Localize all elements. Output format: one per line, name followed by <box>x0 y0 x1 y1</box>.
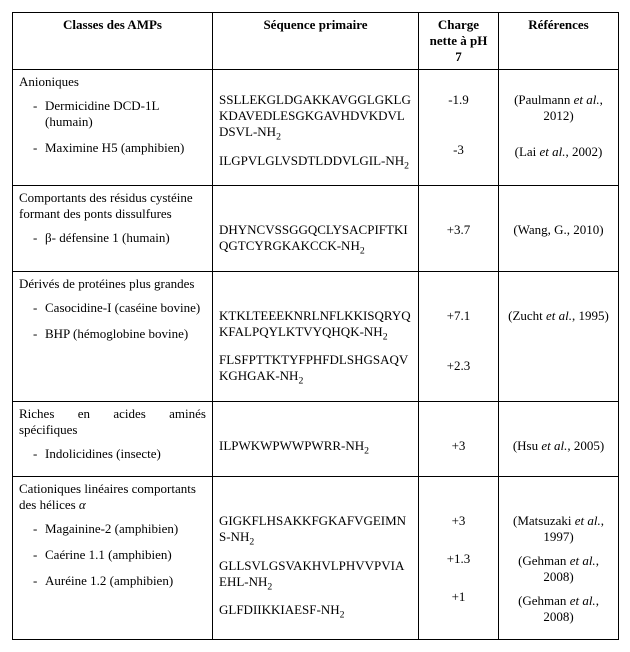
item-list: Dermicidine DCD-1L (humain) Maximine H5 (… <box>19 98 206 156</box>
sequence-cell: GIGKFLHSAKKFGKAFVGEIMNS-NH2 GLLSVLGSVAKHV… <box>213 476 419 639</box>
class-cell: Cationiques linéaires comportants des hé… <box>13 476 213 639</box>
charge-value: +3 <box>425 513 492 529</box>
charge-cell: -1.9 -3 <box>419 70 499 186</box>
table-row: Anioniques Dermicidine DCD-1L (humain) Max… <box>13 70 619 186</box>
sequence-cell: SSLLEKGLDGAKKAVGGLGKLGKDAVEDLESGKGAVHDVK… <box>213 70 419 186</box>
reference-cell: (Hsu et al., 2005) <box>499 401 619 476</box>
reference-value: (Wang, G., 2010) <box>505 222 612 238</box>
table-row: Riches en acides aminés spécifiques Indol… <box>13 401 619 476</box>
item-list: Indolicidines (insecte) <box>19 446 206 462</box>
sequence-value: ILPWKWPWWPWRR-NH2 <box>219 438 412 457</box>
charge-value: +3 <box>425 438 492 454</box>
list-item: Magainine-2 (amphibien) <box>33 521 206 537</box>
col-header-class: Classes des AMPs <box>13 13 213 70</box>
amps-table: Classes des AMPs Séquence primaire Charg… <box>12 12 619 640</box>
charge-value: +1 <box>425 589 492 605</box>
charge-value: +2.3 <box>425 358 492 374</box>
class-cell: Comportants des résidus cystéine formant… <box>13 186 213 272</box>
reference-cell: (Paulmann et al., 2012) (Lai et al., 2002… <box>499 70 619 186</box>
table-row: Dérivés de protéines plus grandes Casocid… <box>13 271 619 401</box>
list-item: BHP (hémoglobine bovine) <box>33 326 206 342</box>
group-title: Anioniques <box>19 74 206 90</box>
group-title: Dérivés de protéines plus grandes <box>19 276 206 292</box>
sequence-value: GLLSVLGSVAKHVLPHVVPVIAEHL-NH2 <box>219 558 412 593</box>
reference-value: (Gehman et al., 2008) <box>505 553 612 585</box>
reference-value: (Zucht et al., 1995) <box>505 308 612 324</box>
reference-cell: (Zucht et al., 1995) <box>499 271 619 401</box>
charge-cell: +3 +1.3 +1 <box>419 476 499 639</box>
table-row: Cationiques linéaires comportants des hé… <box>13 476 619 639</box>
sequence-cell: KTKLTEEEKNRLNFLKKISQRYQKFALPQYLKTVYQHQK-… <box>213 271 419 401</box>
list-item: Maximine H5 (amphibien) <box>33 140 206 156</box>
group-title: Riches en acides aminés spécifiques <box>19 406 206 438</box>
item-list: Casocidine-I (caséine bovine) BHP (hémogl… <box>19 300 206 342</box>
charge-cell: +3 <box>419 401 499 476</box>
list-item: Casocidine-I (caséine bovine) <box>33 300 206 316</box>
group-title: Cationiques linéaires comportants des hé… <box>19 481 206 513</box>
reference-cell: (Wang, G., 2010) <box>499 186 619 272</box>
col-header-references: Références <box>499 13 619 70</box>
group-title: Comportants des résidus cystéine formant… <box>19 190 206 222</box>
table-header-row: Classes des AMPs Séquence primaire Charg… <box>13 13 619 70</box>
class-cell: Riches en acides aminés spécifiques Indol… <box>13 401 213 476</box>
reference-value: (Paulmann et al., 2012) <box>505 92 612 124</box>
sequence-value: SSLLEKGLDGAKKAVGGLGKLGKDAVEDLESGKGAVHDVK… <box>219 92 412 143</box>
charge-value: -1.9 <box>425 92 492 108</box>
reference-cell: (Matsuzaki et al., 1997) (Gehman et al., … <box>499 476 619 639</box>
sequence-value: GLFDIIKKIAESF-NH2 <box>219 602 412 621</box>
list-item: Caérine 1.1 (amphibien) <box>33 547 206 563</box>
reference-value: (Gehman et al., 2008) <box>505 593 612 625</box>
charge-cell: +3.7 <box>419 186 499 272</box>
sequence-cell: ILPWKWPWWPWRR-NH2 <box>213 401 419 476</box>
class-cell: Anioniques Dermicidine DCD-1L (humain) Max… <box>13 70 213 186</box>
reference-value: (Hsu et al., 2005) <box>505 438 612 454</box>
charge-value: +3.7 <box>425 222 492 238</box>
item-list: β- défensine 1 (humain) <box>19 230 206 246</box>
sequence-cell: DHYNCVSSGGQCLYSACPIFTKIQGTCYRGKAKCCK-NH2 <box>213 186 419 272</box>
table-row: Comportants des résidus cystéine formant… <box>13 186 619 272</box>
charge-value: +1.3 <box>425 551 492 567</box>
reference-value: (Lai et al., 2002) <box>505 144 612 160</box>
charge-value: -3 <box>425 142 492 158</box>
list-item: Indolicidines (insecte) <box>33 446 206 462</box>
class-cell: Dérivés de protéines plus grandes Casocid… <box>13 271 213 401</box>
sequence-value: ILGPVLGLVSDTLDDVLGIL-NH2 <box>219 153 412 172</box>
item-list: Magainine-2 (amphibien) Caérine 1.1 (amph… <box>19 521 206 589</box>
sequence-value: KTKLTEEEKNRLNFLKKISQRYQKFALPQYLKTVYQHQK-… <box>219 308 412 343</box>
reference-value: (Matsuzaki et al., 1997) <box>505 513 612 545</box>
sequence-value: DHYNCVSSGGQCLYSACPIFTKIQGTCYRGKAKCCK-NH2 <box>219 222 412 257</box>
col-header-charge: Charge nette à pH 7 <box>419 13 499 70</box>
sequence-value: FLSFPTTKTYFPHFDLSHGSAQVKGHGAK-NH2 <box>219 352 412 387</box>
col-header-sequence: Séquence primaire <box>213 13 419 70</box>
charge-cell: +7.1 +2.3 <box>419 271 499 401</box>
sequence-value: GIGKFLHSAKKFGKAFVGEIMNS-NH2 <box>219 513 412 548</box>
list-item: Dermicidine DCD-1L (humain) <box>33 98 206 130</box>
list-item: β- défensine 1 (humain) <box>33 230 206 246</box>
list-item: Auréine 1.2 (amphibien) <box>33 573 206 589</box>
charge-value: +7.1 <box>425 308 492 324</box>
